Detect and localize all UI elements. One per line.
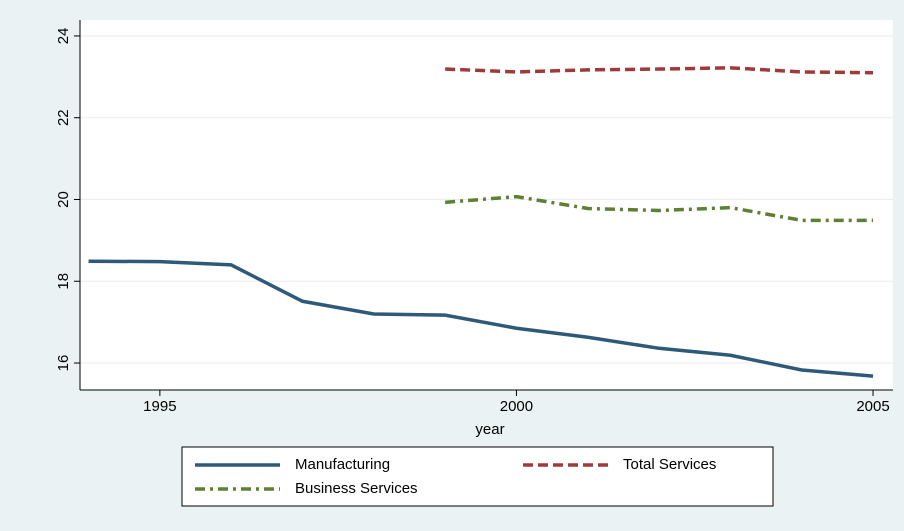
x-tick-label: 2000	[500, 398, 533, 415]
x-tick-label: 1995	[143, 398, 176, 415]
y-tick-label: 22	[55, 109, 72, 126]
x-tick-label: 2005	[856, 398, 889, 415]
series-line	[445, 66, 874, 75]
legend	[181, 446, 774, 507]
y-tick-label: 18	[55, 273, 72, 290]
y-tick-label: 16	[55, 355, 72, 372]
plot-area	[80, 20, 893, 390]
y-tick-label: 20	[55, 191, 72, 208]
legend-label: Business Services	[295, 480, 418, 497]
series-line	[88, 259, 874, 378]
legend-label: Manufacturing	[295, 456, 390, 473]
legend-label: Total Services	[623, 456, 716, 473]
y-tick-label: 24	[55, 28, 72, 45]
x-axis-label: year	[475, 421, 504, 438]
series-line	[444, 194, 874, 223]
